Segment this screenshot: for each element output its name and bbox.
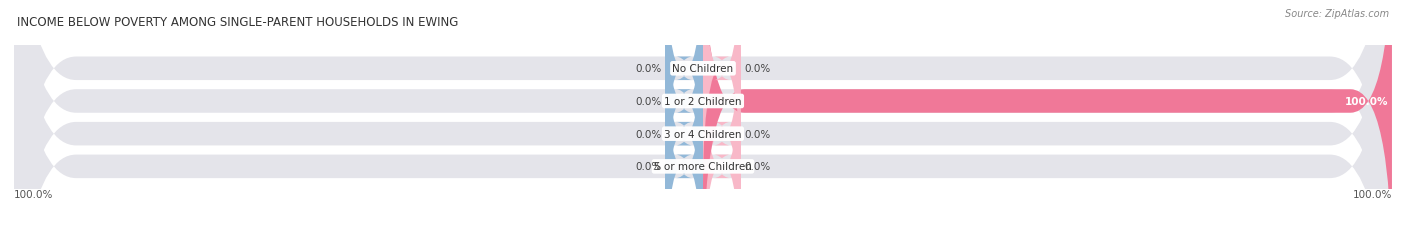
Text: 100.0%: 100.0% xyxy=(1353,189,1392,199)
Text: 3 or 4 Children: 3 or 4 Children xyxy=(664,129,742,139)
FancyBboxPatch shape xyxy=(14,0,1392,231)
FancyBboxPatch shape xyxy=(703,0,741,188)
Text: No Children: No Children xyxy=(672,64,734,74)
FancyBboxPatch shape xyxy=(665,48,703,231)
Text: 0.0%: 0.0% xyxy=(744,162,770,172)
Text: 100.0%: 100.0% xyxy=(1346,97,1389,106)
Text: INCOME BELOW POVERTY AMONG SINGLE-PARENT HOUSEHOLDS IN EWING: INCOME BELOW POVERTY AMONG SINGLE-PARENT… xyxy=(17,16,458,29)
Text: 0.0%: 0.0% xyxy=(636,97,662,106)
Text: 100.0%: 100.0% xyxy=(14,189,53,199)
FancyBboxPatch shape xyxy=(665,0,703,220)
Text: 0.0%: 0.0% xyxy=(744,64,770,74)
FancyBboxPatch shape xyxy=(665,0,703,188)
Text: 0.0%: 0.0% xyxy=(636,129,662,139)
Text: 0.0%: 0.0% xyxy=(636,162,662,172)
Text: 5 or more Children: 5 or more Children xyxy=(654,162,752,172)
FancyBboxPatch shape xyxy=(14,0,1392,231)
Text: Source: ZipAtlas.com: Source: ZipAtlas.com xyxy=(1285,9,1389,19)
FancyBboxPatch shape xyxy=(14,0,1392,231)
Text: 1 or 2 Children: 1 or 2 Children xyxy=(664,97,742,106)
FancyBboxPatch shape xyxy=(703,0,1392,231)
FancyBboxPatch shape xyxy=(665,16,703,231)
Text: 0.0%: 0.0% xyxy=(744,129,770,139)
Text: 0.0%: 0.0% xyxy=(636,64,662,74)
FancyBboxPatch shape xyxy=(14,0,1392,231)
FancyBboxPatch shape xyxy=(703,48,741,231)
FancyBboxPatch shape xyxy=(703,16,741,231)
